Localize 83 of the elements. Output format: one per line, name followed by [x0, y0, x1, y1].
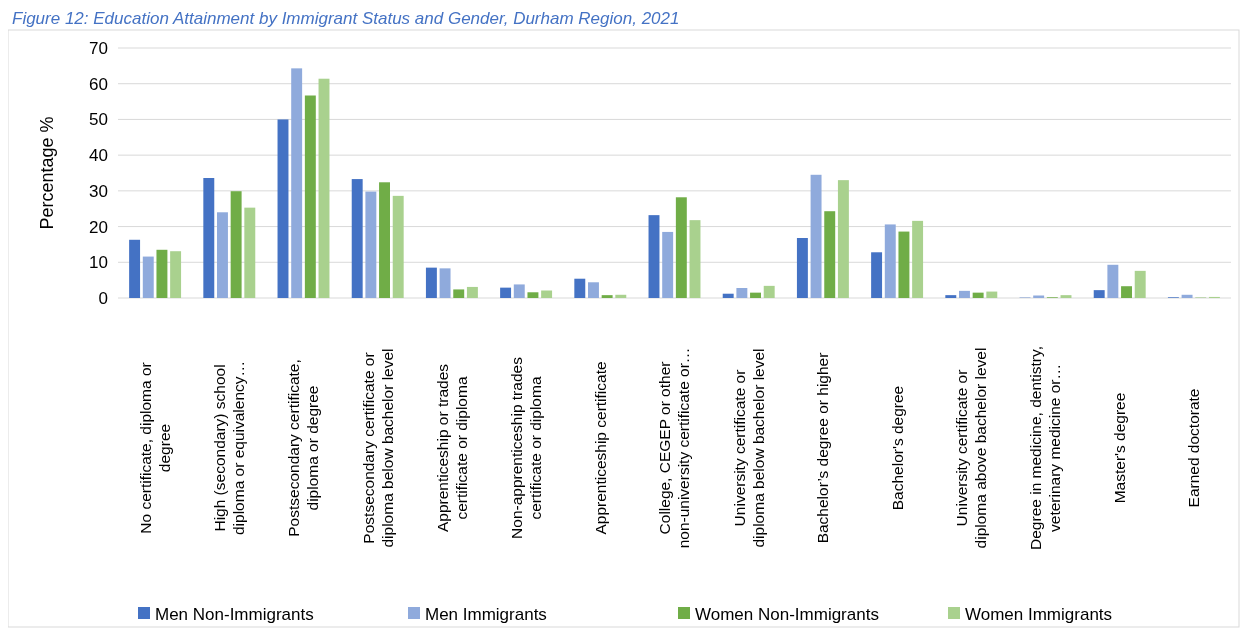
bar: [351, 179, 363, 298]
x-tick-label: Earned doctorate: [1185, 388, 1203, 508]
x-tick-label: Apprenticeship or trades certificate or diploma: [433, 363, 470, 533]
x-tick-label: University certificate or diploma below bachelor level: [730, 348, 767, 548]
legend-label: Women Immigrants: [965, 604, 1113, 624]
x-tick-label: University certificate or diploma above bachelor level: [953, 347, 990, 549]
x-tick-label: Postsecondary certificate or diploma below bachelor level: [359, 348, 396, 548]
bar: [945, 295, 957, 298]
bar: [736, 288, 748, 298]
bar: [379, 182, 390, 298]
y-tick-label: 30: [89, 181, 108, 201]
bar: [824, 211, 836, 298]
x-tick-label: High (secondary) school diploma or equivalency…: [211, 360, 248, 536]
bar: [129, 239, 141, 298]
bar: [439, 268, 451, 298]
bar: [662, 231, 674, 298]
bar: [615, 294, 627, 298]
bar: [541, 290, 553, 298]
y-tick-label: 40: [89, 146, 108, 166]
bar: [1134, 270, 1146, 298]
bar: [972, 292, 984, 298]
bar: [453, 289, 465, 298]
chart-title: Figure 12: Education Attainment by Immigrant Status and Gender, Durham Region, 2021: [12, 9, 680, 28]
bar: [365, 191, 377, 298]
x-tick-label: Non-apprenticeship trades certificate or diploma: [508, 356, 545, 539]
bar: [750, 292, 761, 298]
bar: [574, 278, 586, 298]
bar: [1093, 290, 1105, 298]
x-tick-label: Master's degree: [1111, 392, 1129, 504]
x-tick-label: Apprenticeship certificate: [591, 361, 609, 535]
bar: [244, 207, 256, 298]
bar: [170, 251, 182, 298]
bar: [648, 215, 660, 298]
bar: [513, 284, 525, 298]
bar: [675, 197, 687, 298]
bar: [1060, 295, 1072, 298]
x-tick-label: Bachelor’s degree or higher: [814, 352, 832, 544]
bar: [527, 292, 539, 298]
bar: [392, 195, 404, 298]
bar: [763, 285, 775, 298]
bar: [689, 220, 701, 298]
bar: [1181, 294, 1193, 298]
bar: [156, 249, 168, 298]
bar: [1121, 286, 1132, 298]
y-tick-label: 0: [98, 288, 108, 308]
bar: [318, 78, 330, 298]
bar: [291, 68, 303, 298]
bar: [217, 212, 228, 298]
bar: [142, 256, 154, 298]
bar: [884, 224, 896, 298]
bar: [722, 293, 734, 298]
bar: [898, 231, 910, 298]
y-tick-label: 20: [89, 217, 108, 237]
bar: [986, 291, 998, 298]
bar: [588, 282, 599, 298]
y-tick-label: 50: [89, 110, 108, 130]
legend-label: Women Non-Immigrants: [695, 604, 879, 624]
bar: [837, 180, 849, 298]
legend-label: Men Non-Immigrants: [155, 604, 314, 624]
x-tick-label: College, CEGEP or other non-university certificate or…: [656, 347, 693, 549]
bar: [1107, 264, 1119, 298]
y-tick-label: 60: [89, 74, 108, 94]
bar: [203, 178, 215, 298]
bar: [959, 290, 970, 298]
y-axis-title: Percentage %: [37, 116, 57, 230]
x-tick-label: Postsecondary certificate, diploma or degree: [285, 359, 322, 537]
y-tick-label: 70: [89, 38, 108, 58]
bar: [425, 267, 437, 298]
bar: [871, 252, 883, 298]
y-tick-label: 10: [89, 253, 108, 273]
bar: [796, 238, 808, 298]
bar: [810, 174, 822, 298]
legend-label: Men Immigrants: [425, 604, 547, 624]
bar: [500, 287, 512, 298]
bar: [466, 286, 478, 298]
x-tick-label: Degree in medicine, dentistry, veterinary medicine or…: [1027, 346, 1064, 550]
bar: [304, 95, 316, 298]
x-tick-label: Bachelor's degree: [888, 385, 906, 511]
bar: [277, 119, 289, 298]
bar: [230, 191, 242, 298]
bar: [601, 295, 613, 298]
bar: [912, 220, 924, 298]
x-tick-label: No certificate, diploma or degree: [137, 362, 174, 534]
